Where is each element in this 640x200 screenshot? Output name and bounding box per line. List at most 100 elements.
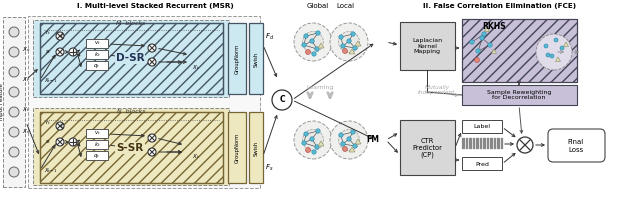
Text: I. Multi-level Stacked Recurrent (MSR): I. Multi-level Stacked Recurrent (MSR) <box>77 3 234 9</box>
Circle shape <box>339 32 360 52</box>
Circle shape <box>305 148 310 152</box>
Text: $X_t$: $X_t$ <box>192 64 200 72</box>
FancyBboxPatch shape <box>462 120 502 133</box>
Circle shape <box>347 137 351 141</box>
FancyBboxPatch shape <box>86 151 108 160</box>
Text: $q_t$: $q_t$ <box>93 152 100 160</box>
Polygon shape <box>318 43 324 48</box>
Text: Learning: Learning <box>307 86 333 90</box>
Text: D-SR: D-SR <box>116 53 144 63</box>
Text: $X_t$: $X_t$ <box>22 76 30 84</box>
Text: Swish: Swish <box>253 140 259 156</box>
FancyBboxPatch shape <box>249 112 263 183</box>
Text: FM: FM <box>366 136 379 144</box>
Circle shape <box>56 32 64 40</box>
FancyBboxPatch shape <box>486 138 490 149</box>
Circle shape <box>476 49 480 53</box>
Circle shape <box>315 145 319 149</box>
Circle shape <box>339 133 343 137</box>
Circle shape <box>304 34 308 38</box>
Text: $X_t$: $X_t$ <box>192 153 200 161</box>
Text: GroupNorm: GroupNorm <box>234 133 239 163</box>
FancyBboxPatch shape <box>40 23 223 94</box>
FancyBboxPatch shape <box>86 129 108 138</box>
Text: Mutually
Independent: Mutually Independent <box>419 85 456 95</box>
FancyBboxPatch shape <box>462 85 577 105</box>
Text: $s_t$: $s_t$ <box>45 48 51 56</box>
Circle shape <box>9 167 19 177</box>
Circle shape <box>546 53 550 57</box>
Text: $F_s$: $F_s$ <box>265 163 273 173</box>
Circle shape <box>544 44 548 48</box>
FancyBboxPatch shape <box>249 23 263 94</box>
Text: $r_t$: $r_t$ <box>45 119 51 127</box>
Circle shape <box>69 48 77 56</box>
Polygon shape <box>349 49 355 54</box>
Text: $q_t$: $q_t$ <box>93 62 100 70</box>
Text: $k_t$: $k_t$ <box>93 140 100 149</box>
Polygon shape <box>563 42 568 46</box>
Text: $s_t$: $s_t$ <box>45 138 51 146</box>
Text: Global: Global <box>307 3 329 9</box>
Circle shape <box>339 35 343 39</box>
Circle shape <box>347 39 351 43</box>
Text: Laplacian
Kernel
Mapping: Laplacian Kernel Mapping <box>412 38 442 54</box>
Text: Input Feature: Input Feature <box>0 84 4 120</box>
FancyBboxPatch shape <box>86 50 108 59</box>
Circle shape <box>474 58 479 62</box>
Text: $r_t$: $r_t$ <box>45 29 51 37</box>
Circle shape <box>9 27 19 37</box>
FancyBboxPatch shape <box>33 20 229 97</box>
Text: GroupNorm: GroupNorm <box>234 44 239 74</box>
FancyBboxPatch shape <box>86 39 108 48</box>
Circle shape <box>9 107 19 117</box>
Circle shape <box>69 138 77 146</box>
Circle shape <box>482 32 486 36</box>
FancyBboxPatch shape <box>500 138 503 149</box>
Circle shape <box>9 47 19 57</box>
Circle shape <box>470 40 474 44</box>
Circle shape <box>304 132 308 136</box>
FancyBboxPatch shape <box>228 23 246 94</box>
Circle shape <box>294 121 332 159</box>
FancyBboxPatch shape <box>33 108 229 185</box>
Text: $v_t$: $v_t$ <box>93 40 100 47</box>
Polygon shape <box>355 139 361 144</box>
FancyBboxPatch shape <box>86 61 108 70</box>
Polygon shape <box>556 57 561 62</box>
Circle shape <box>330 121 368 159</box>
Circle shape <box>148 44 156 52</box>
Circle shape <box>353 46 357 50</box>
Circle shape <box>305 49 310 54</box>
Polygon shape <box>318 141 324 146</box>
Circle shape <box>488 43 492 47</box>
FancyBboxPatch shape <box>497 138 500 149</box>
FancyBboxPatch shape <box>490 138 493 149</box>
Circle shape <box>302 141 306 145</box>
Circle shape <box>312 52 316 56</box>
Text: $X_t$: $X_t$ <box>22 106 30 114</box>
FancyBboxPatch shape <box>400 22 455 70</box>
Circle shape <box>148 134 156 142</box>
Text: RKHS: RKHS <box>482 22 506 31</box>
Circle shape <box>310 39 314 43</box>
Circle shape <box>302 43 306 47</box>
Text: $X_n$: $X_n$ <box>22 46 30 54</box>
Circle shape <box>148 58 156 66</box>
Circle shape <box>315 47 319 51</box>
FancyBboxPatch shape <box>472 138 476 149</box>
FancyBboxPatch shape <box>479 138 483 149</box>
Text: M  blocks: M blocks <box>116 21 146 26</box>
Text: Pred: Pred <box>475 162 489 166</box>
Circle shape <box>517 137 533 153</box>
Text: $X_{t-1}$: $X_{t-1}$ <box>44 167 58 175</box>
Circle shape <box>554 38 558 42</box>
FancyBboxPatch shape <box>228 112 246 183</box>
Circle shape <box>9 87 19 97</box>
Polygon shape <box>355 41 361 46</box>
FancyBboxPatch shape <box>465 138 468 149</box>
Circle shape <box>9 67 19 77</box>
FancyBboxPatch shape <box>462 138 465 149</box>
FancyBboxPatch shape <box>400 120 455 175</box>
Circle shape <box>351 130 355 134</box>
